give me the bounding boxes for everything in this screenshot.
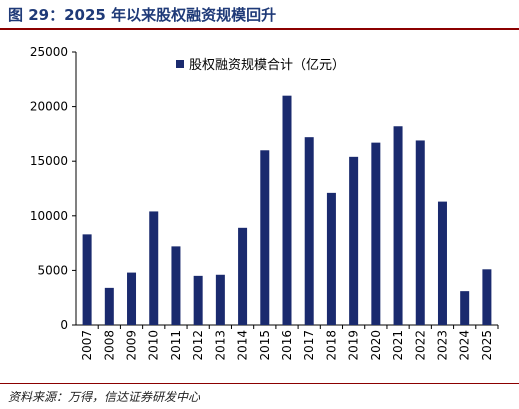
bar-2020: [371, 142, 381, 325]
bar-2019: [349, 156, 359, 325]
x-tick-label: 2008: [102, 330, 116, 361]
x-tick-label: 2012: [191, 330, 205, 361]
x-tick-label: 2021: [391, 330, 405, 361]
y-tick-label: 0: [60, 318, 68, 332]
bar-series: [82, 95, 492, 326]
bar-2021: [393, 126, 403, 325]
x-tick-label: 2024: [458, 330, 472, 361]
y-tick-label: 20000: [30, 100, 68, 114]
x-tick-label: 2025: [480, 330, 494, 361]
legend-label: 股权融资规模合计（亿元）: [189, 57, 345, 73]
y-tick-label: 10000: [30, 209, 68, 223]
bar-2018: [326, 192, 336, 325]
x-tick-label: 2013: [213, 330, 227, 361]
bar-2023: [437, 201, 447, 325]
x-tick-label: 2016: [280, 330, 294, 361]
x-axis: 2007 2008 2009 2010 2011 2012 2013 2014 2015 2016…: [76, 324, 499, 361]
x-tick-label: 2015: [258, 330, 272, 361]
source-note: 资料来源：万得，信达证券研发中心: [8, 390, 201, 404]
x-tick-label: 2009: [125, 330, 139, 361]
x-tick-label: 2022: [413, 330, 427, 361]
x-tick-label: 2010: [147, 330, 161, 361]
source-divider: [0, 383, 519, 384]
bar-2010: [149, 211, 159, 325]
bar-2014: [238, 227, 248, 325]
bar-2009: [127, 272, 137, 325]
y-tick-labels: 0 5000 10000 15000 20000 25000: [30, 45, 76, 332]
x-tick-label: 2019: [347, 330, 361, 361]
legend: 股权融资规模合计（亿元）: [176, 57, 345, 73]
bar-2007: [82, 234, 92, 325]
x-tick-labels: 2007 2008 2009 2010 2011 2012 2013 2014 2015 2016…: [80, 325, 499, 361]
bar-2022: [415, 140, 425, 325]
title-divider: [0, 28, 519, 30]
figure-header: 图 29：2025 年以来股权融资规模回升: [0, 0, 519, 30]
bar-2016: [282, 95, 292, 326]
bar-2017: [304, 137, 314, 325]
x-tick-label: 2014: [236, 330, 250, 361]
bar-2015: [260, 150, 270, 325]
bar-2012: [193, 275, 203, 325]
bar-2024: [460, 291, 470, 325]
figure-title: 图 29：2025 年以来股权融资规模回升: [8, 6, 277, 24]
y-tick-label: 15000: [30, 154, 68, 168]
x-tick-label: 2018: [324, 330, 338, 361]
legend-swatch: [176, 60, 184, 68]
x-tick-label: 2017: [302, 330, 316, 361]
y-tick-label: 5000: [37, 263, 68, 277]
bar-2025: [482, 269, 492, 325]
bar-2011: [171, 246, 181, 325]
x-tick-label: 2011: [169, 330, 183, 361]
y-axis: 0 5000 10000 15000 20000 25000: [30, 45, 77, 332]
bar-2008: [104, 287, 114, 325]
x-tick-label: 2007: [80, 330, 94, 361]
x-tick-label: 2023: [435, 330, 449, 361]
y-tick-label: 25000: [30, 45, 68, 59]
x-tick-label: 2020: [369, 330, 383, 361]
bar-2013: [215, 274, 225, 325]
